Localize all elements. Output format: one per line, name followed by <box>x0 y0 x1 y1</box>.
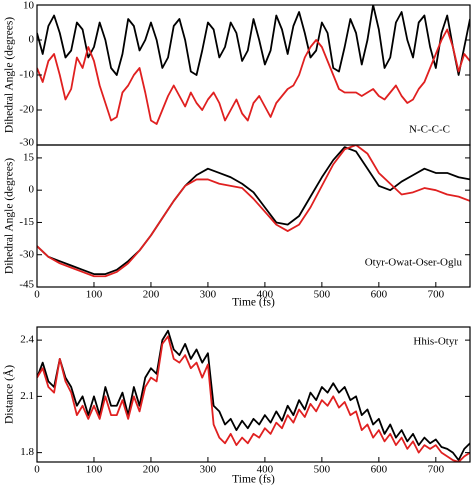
x-tick-label: 700 <box>428 289 445 301</box>
y-tick-label: 2.4 <box>20 334 34 346</box>
y-tick-label: 2.1 <box>20 390 34 402</box>
data-line <box>37 329 470 462</box>
y-tick-label: -10 <box>19 69 34 81</box>
plot-frame <box>36 144 471 288</box>
x-tick-label: 200 <box>143 289 160 301</box>
y-tick-label: 15 <box>23 151 35 163</box>
y-tick-label: -45 <box>19 279 34 291</box>
x-axis-label: Time (fs) <box>232 297 275 309</box>
y-tick-label: 10 <box>23 0 35 12</box>
x-axis-label: Time (fs) <box>232 474 275 486</box>
x-tick-label: 300 <box>200 464 217 476</box>
x-tick-label: 0 <box>34 289 40 301</box>
data-line <box>37 28 470 125</box>
y-tick-label: -15 <box>19 216 34 228</box>
data-line <box>37 146 470 275</box>
x-tick-label: 400 <box>257 289 274 301</box>
x-tick-label: 700 <box>428 464 445 476</box>
data-line <box>37 335 470 462</box>
y-tick-label: -20 <box>19 104 34 116</box>
x-tick-label: 500 <box>314 289 331 301</box>
y-axis-label: Dihedral Angle (degrees) <box>4 158 16 274</box>
x-tick-label: 200 <box>143 464 160 476</box>
y-tick-label: 0 <box>29 34 35 46</box>
y-tick-label: 1.8 <box>20 446 34 458</box>
x-tick-label: 0 <box>34 464 40 476</box>
x-tick-label: 600 <box>371 289 388 301</box>
annotation: N-C-C-C <box>409 124 450 136</box>
x-tick-label: 100 <box>86 289 103 301</box>
x-tick-label: 300 <box>200 289 217 301</box>
plot-area <box>37 145 470 278</box>
plot-frame <box>36 326 471 463</box>
x-tick-label: 600 <box>371 464 388 476</box>
data-line <box>37 5 470 76</box>
plot-area <box>37 5 470 125</box>
x-tick-label: 500 <box>314 464 331 476</box>
plot-area <box>37 329 470 462</box>
y-tick-label: 0 <box>29 184 35 196</box>
x-tick-label: 400 <box>257 464 274 476</box>
y-tick-label: -30 <box>19 248 34 260</box>
data-line <box>37 145 470 278</box>
annotation: Hhis-Otyr <box>413 336 458 348</box>
x-tick-label: 100 <box>86 464 103 476</box>
annotation: Otyr-Owat-Oser-Oglu <box>365 257 463 269</box>
y-tick-label: -30 <box>19 137 34 149</box>
y-axis-label: Distance (Å) <box>2 365 16 424</box>
y-axis-label: Dihedral Angle (degrees) <box>4 17 16 133</box>
